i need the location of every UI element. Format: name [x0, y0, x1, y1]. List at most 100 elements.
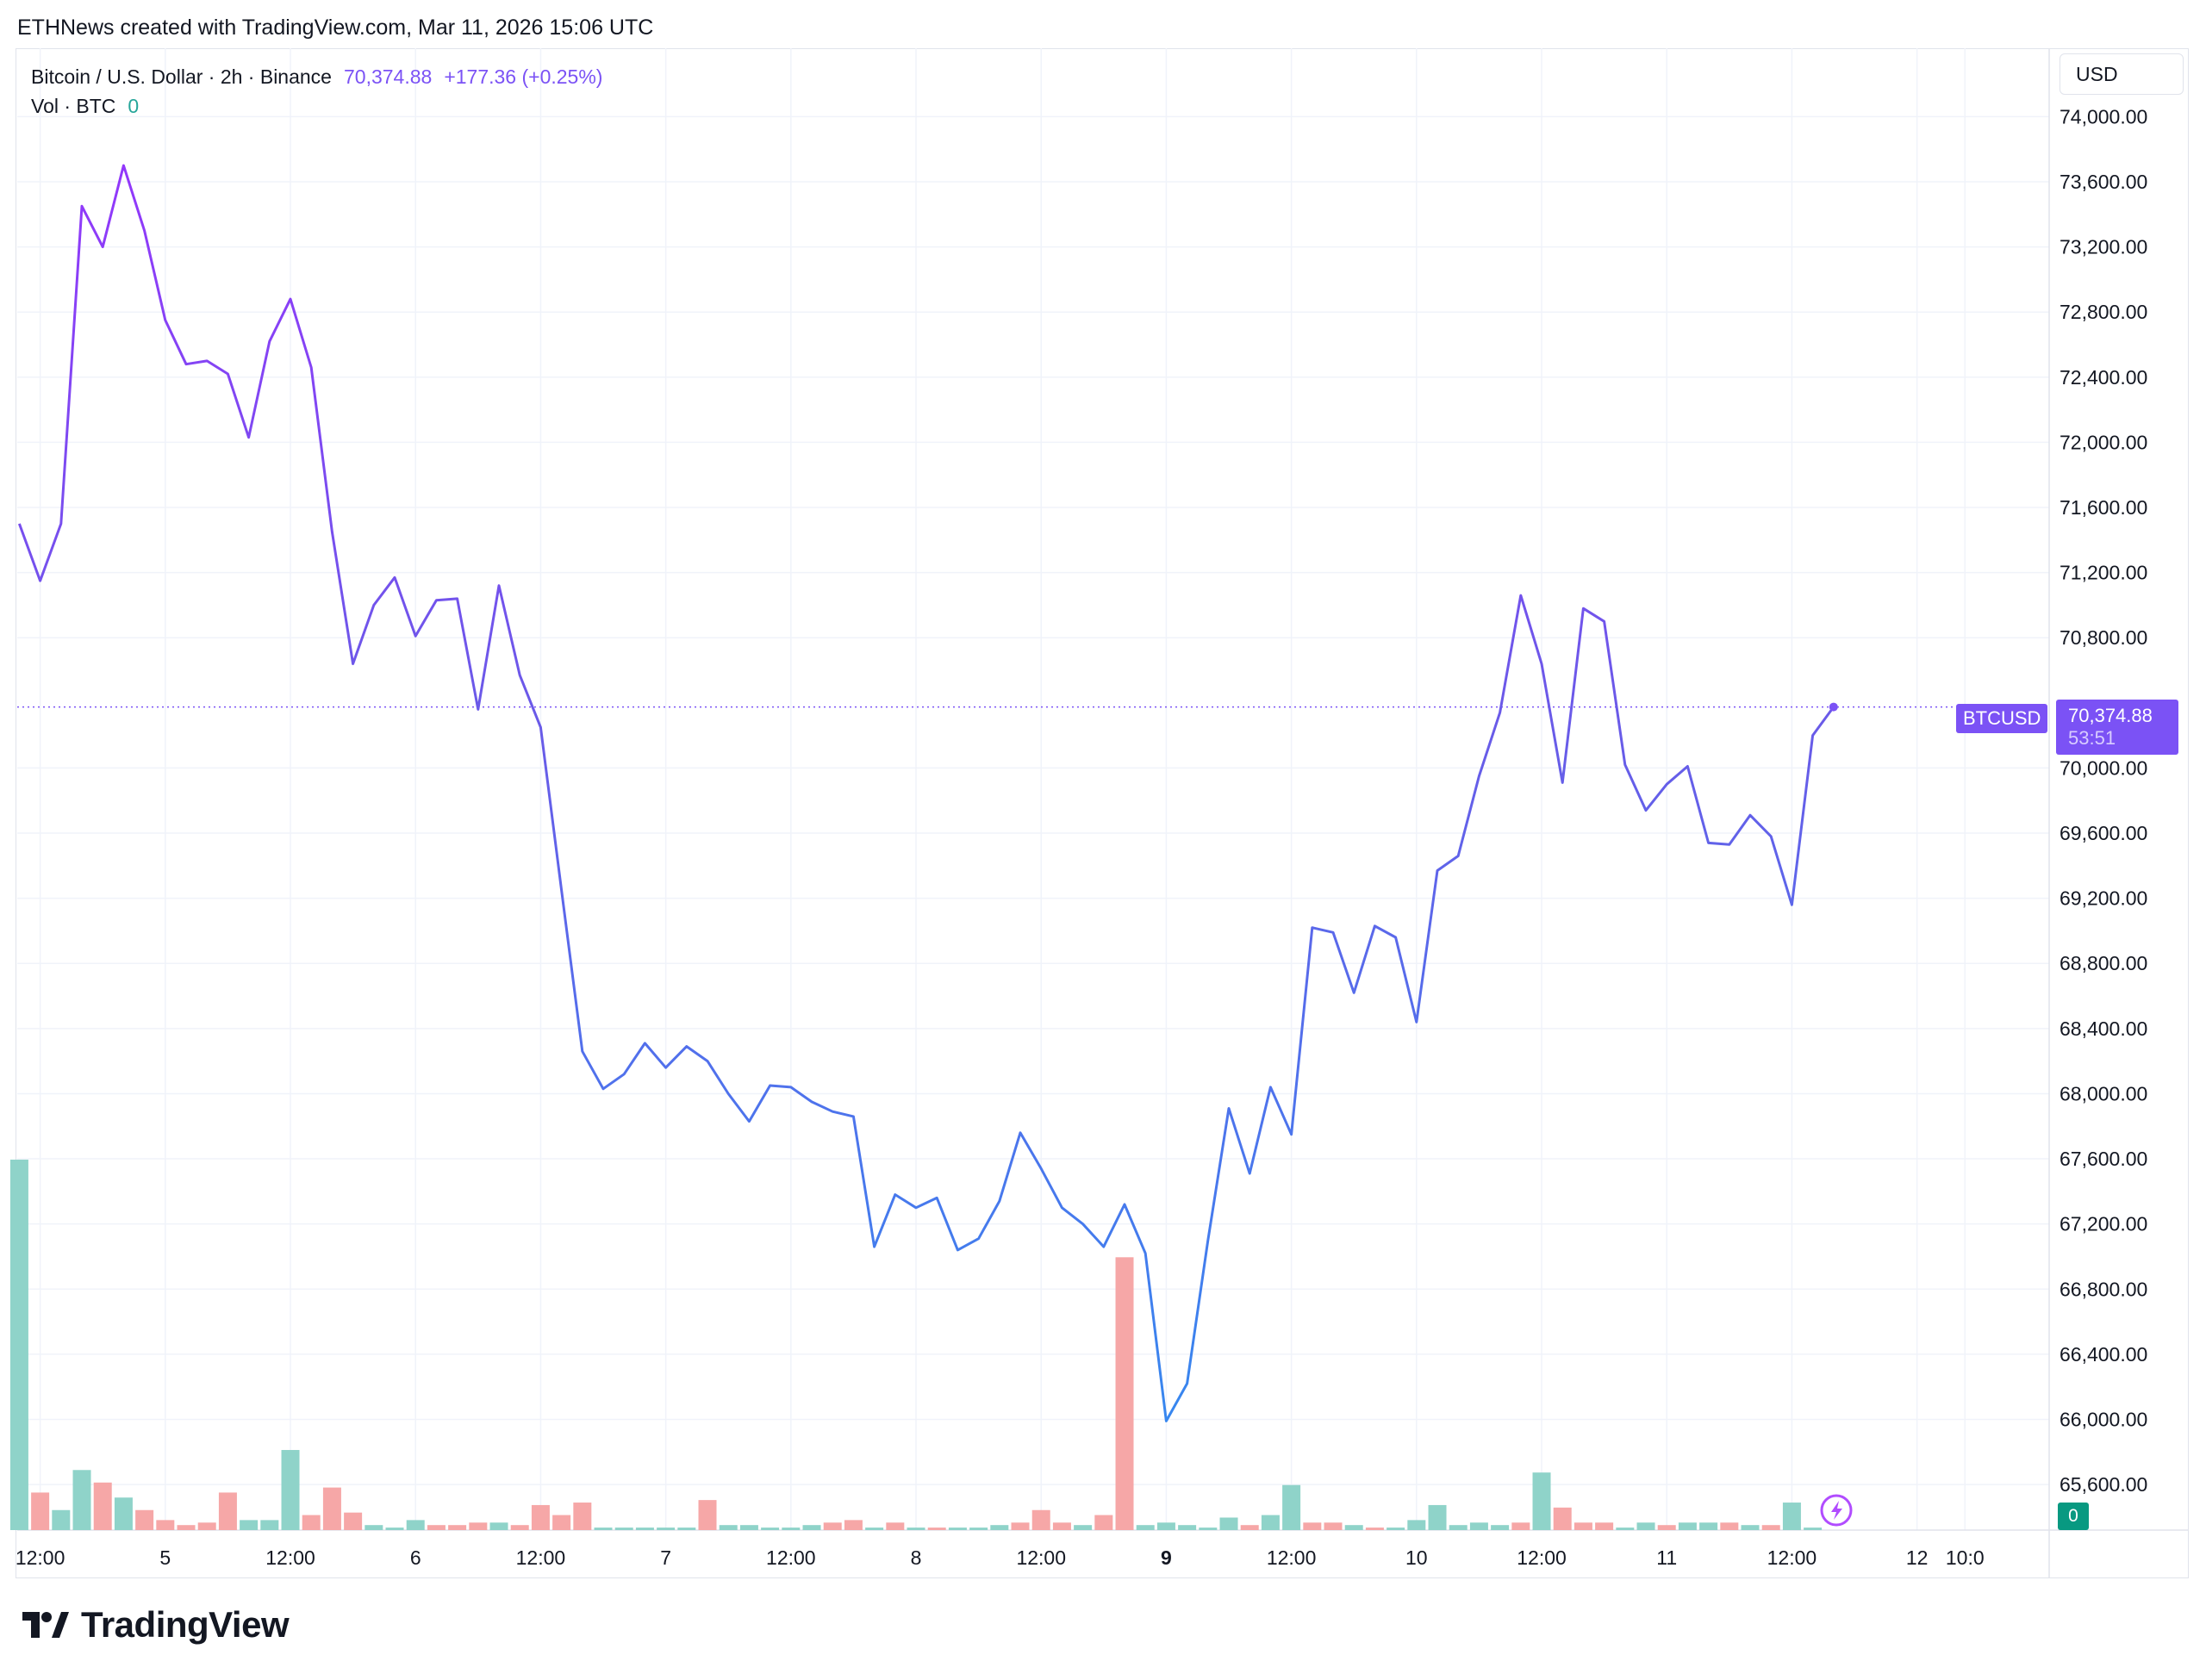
volume-label[interactable]: Vol · BTC — [31, 95, 116, 117]
volume-bar — [448, 1525, 467, 1530]
chart-frame — [16, 48, 2189, 1578]
x-tick-label: 5 — [159, 1546, 171, 1569]
volume-bar — [1074, 1525, 1093, 1530]
y-tick-label: 74,000.00 — [2060, 105, 2147, 128]
last-price-label: 70,374.88 — [343, 65, 433, 88]
y-tick-label: 68,400.00 — [2060, 1017, 2147, 1040]
volume-bar — [969, 1528, 988, 1530]
volume-bar — [1365, 1528, 1384, 1530]
y-tick-label: 66,000.00 — [2060, 1408, 2147, 1430]
volume-bar — [510, 1525, 529, 1530]
volume-bar — [177, 1525, 196, 1530]
volume-bar — [1031, 1509, 1050, 1530]
volume-bar — [1678, 1522, 1697, 1530]
x-tick-label: 12:00 — [1517, 1546, 1567, 1569]
volume-bar — [218, 1492, 237, 1530]
volume-tag: 0 — [2058, 1503, 2089, 1530]
tradingview-logo[interactable]: TradingView — [21, 1604, 290, 1646]
price-tag-value: 70,374.88 — [2068, 705, 2153, 726]
volume-bar — [1387, 1528, 1405, 1530]
volume-bar — [698, 1500, 717, 1530]
volume-bar — [1657, 1525, 1676, 1530]
last-price-marker — [1829, 702, 1838, 712]
volume-bar — [240, 1520, 259, 1530]
y-tick-label: 71,600.00 — [2060, 496, 2147, 519]
volume-bar — [1491, 1525, 1510, 1530]
volume-bar — [469, 1522, 488, 1530]
volume-bar — [1303, 1522, 1322, 1530]
volume-bar — [552, 1515, 571, 1530]
volume-bar — [927, 1528, 946, 1530]
x-tick-label: 12:00 — [265, 1546, 315, 1569]
volume-bar — [489, 1522, 508, 1530]
x-tick-label: 7 — [660, 1546, 671, 1569]
volume-bar — [531, 1504, 550, 1530]
volume-bar — [365, 1525, 383, 1530]
volume-bar — [31, 1492, 50, 1530]
tradingview-logo-icon — [22, 1612, 69, 1638]
volume-bar — [594, 1528, 613, 1530]
volume-bar — [52, 1509, 71, 1530]
volume-bar — [907, 1528, 925, 1530]
chart-legend: Bitcoin / U.S. Dollar · 2h · Binance 70,… — [31, 62, 602, 121]
volume-bar — [406, 1520, 425, 1530]
volume-bar — [302, 1515, 321, 1530]
volume-bar — [1199, 1528, 1218, 1530]
x-tick-label: 12:00 — [1016, 1546, 1066, 1569]
volume-bar — [1782, 1503, 1801, 1530]
volume-bar — [739, 1525, 758, 1530]
volume-bar — [677, 1528, 696, 1530]
volume-bar — [344, 1512, 363, 1530]
volume-bar — [948, 1528, 967, 1530]
volume-bar — [1511, 1522, 1530, 1530]
volume-bar — [1761, 1525, 1780, 1530]
volume-bar — [427, 1525, 446, 1530]
volume-bar — [1699, 1522, 1718, 1530]
chart-caption: ETHNews created with TradingView.com, Ma… — [17, 16, 654, 40]
x-tick-label: 6 — [410, 1546, 421, 1569]
volume-bar — [990, 1525, 1009, 1530]
y-tick-label: 71,200.00 — [2060, 562, 2147, 584]
symbol-label[interactable]: Bitcoin / U.S. Dollar · 2h · Binance — [31, 65, 332, 88]
volume-bar — [1636, 1522, 1655, 1530]
volume-bar — [657, 1528, 676, 1530]
volume-bar — [281, 1450, 300, 1530]
volume-bar — [1449, 1525, 1468, 1530]
volume-bar — [1052, 1522, 1071, 1530]
price-series-line[interactable] — [17, 164, 1835, 1422]
volume-bar — [260, 1520, 279, 1530]
x-tick-label: 12:00 — [516, 1546, 566, 1569]
x-tick-label: 8 — [911, 1546, 922, 1569]
bar-countdown: 53:51 — [2068, 727, 2116, 749]
lightning-icon — [1831, 1501, 1842, 1520]
currency-button[interactable]: USD — [2060, 53, 2184, 95]
y-tick-label: 68,800.00 — [2060, 952, 2147, 974]
symbol-tag: BTCUSD — [1956, 704, 2048, 733]
x-tick-label: 12:00 — [1767, 1546, 1817, 1569]
y-tick-label: 65,600.00 — [2060, 1473, 2147, 1496]
x-tick-label: 12:00 — [16, 1546, 65, 1569]
volume-bar — [573, 1503, 592, 1530]
volume-bar — [1261, 1515, 1280, 1530]
x-tick-label: 10 — [1405, 1546, 1428, 1569]
y-tick-label: 68,000.00 — [2060, 1082, 2147, 1104]
x-tick-label: 12 — [1906, 1546, 1929, 1569]
volume-bar — [1428, 1504, 1447, 1530]
volume-bar — [635, 1528, 654, 1530]
y-tick-label: 73,600.00 — [2060, 171, 2147, 193]
price-change-label: +177.36 (+0.25%) — [444, 65, 603, 88]
volume-bar — [719, 1525, 738, 1530]
volume-bar — [1469, 1522, 1488, 1530]
volume-bar — [1240, 1525, 1259, 1530]
volume-bar — [844, 1520, 863, 1530]
volume-bar — [1156, 1522, 1175, 1530]
y-tick-label: 66,800.00 — [2060, 1278, 2147, 1300]
volume-bar — [1324, 1522, 1343, 1530]
volume-bar — [114, 1497, 133, 1530]
y-tick-label: 73,200.00 — [2060, 236, 2147, 258]
legend-price-row: Bitcoin / U.S. Dollar · 2h · Binance 70,… — [31, 62, 602, 91]
y-tick-label: 70,800.00 — [2060, 626, 2147, 649]
volume-bar — [1094, 1515, 1113, 1530]
tradingview-wordmark: TradingView — [81, 1604, 290, 1645]
